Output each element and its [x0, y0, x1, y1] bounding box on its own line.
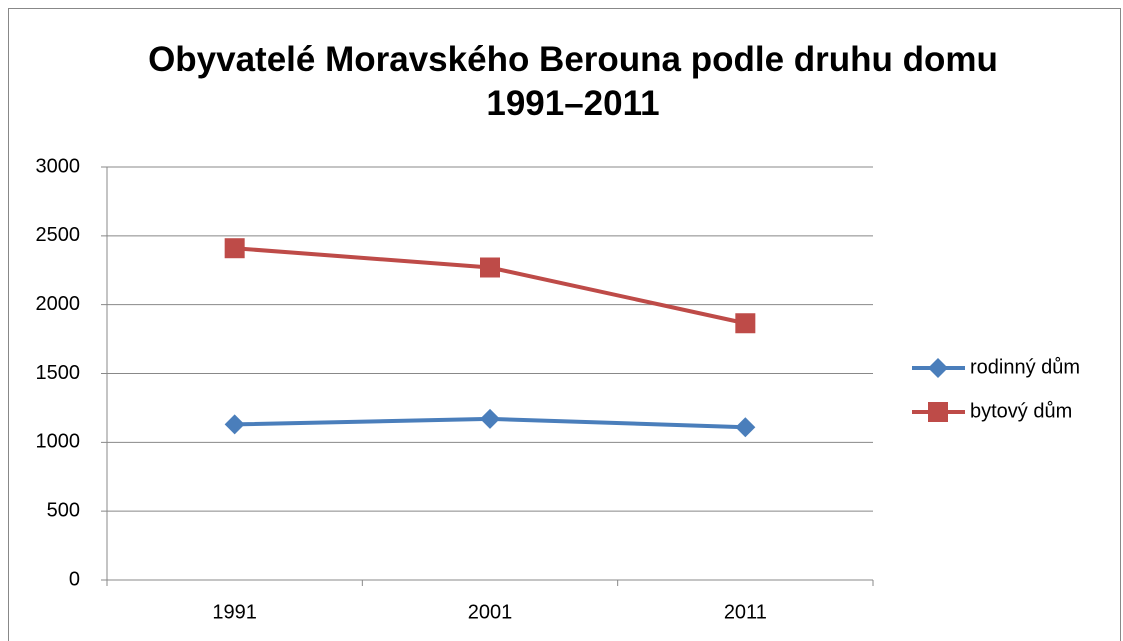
legend-label: bytový dům: [970, 400, 1072, 422]
x-tick-label: 2001: [468, 601, 513, 623]
y-tick-label: 2500: [36, 224, 81, 246]
y-tick-label: 3000: [36, 155, 81, 177]
x-tick-label: 2011: [724, 601, 767, 623]
data-point: [735, 417, 756, 438]
data-point: [224, 414, 245, 435]
chart-title: Obyvatelé Moravského Berouna podle druhu…: [148, 40, 998, 123]
data-point: [735, 313, 756, 334]
y-tick-label: 0: [69, 568, 80, 590]
chart-border: [8, 8, 1121, 641]
data-point: [480, 257, 500, 278]
x-tick-label: 1991: [212, 601, 257, 623]
legend-marker: [928, 358, 948, 378]
data-point: [224, 238, 245, 259]
y-tick-label: 2000: [36, 293, 81, 315]
legend-marker: [928, 402, 948, 422]
legend-label: rodinný dům: [970, 356, 1080, 378]
y-tick-label: 500: [47, 499, 80, 521]
y-tick-label: 1000: [36, 431, 81, 453]
data-point: [480, 408, 500, 429]
y-tick-label: 1500: [36, 362, 81, 384]
